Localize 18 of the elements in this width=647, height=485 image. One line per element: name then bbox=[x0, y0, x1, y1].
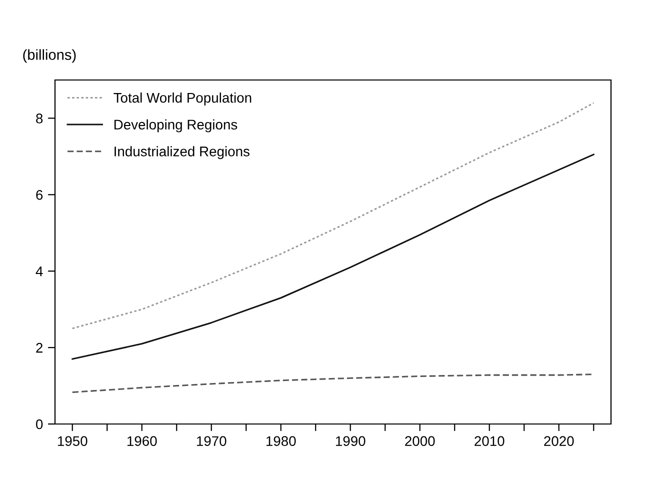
x-tick-label: 1990 bbox=[336, 436, 366, 446]
x-tick-label: 1970 bbox=[196, 436, 226, 446]
legend-label: Total World Population bbox=[114, 92, 252, 106]
legend-label: Industrialized Regions bbox=[114, 146, 250, 160]
y-tick-label: 6 bbox=[36, 190, 43, 200]
y-axis-title: (billions) bbox=[23, 49, 76, 63]
y-tick-label: 4 bbox=[36, 266, 43, 276]
y-tick-label: 8 bbox=[36, 114, 43, 124]
x-tick-label: 2020 bbox=[544, 436, 574, 446]
x-tick-label: 2010 bbox=[474, 436, 504, 446]
line-series bbox=[72, 374, 594, 394]
legend-label: Developing Regions bbox=[114, 119, 238, 132]
y-tick-label: 0 bbox=[36, 419, 43, 430]
x-tick-label: 1960 bbox=[127, 436, 157, 446]
x-tick-label: 1950 bbox=[58, 436, 88, 446]
x-tick-label: 2000 bbox=[405, 436, 435, 446]
x-tick-label: 1980 bbox=[266, 436, 296, 446]
y-tick-label: 2 bbox=[36, 342, 42, 353]
